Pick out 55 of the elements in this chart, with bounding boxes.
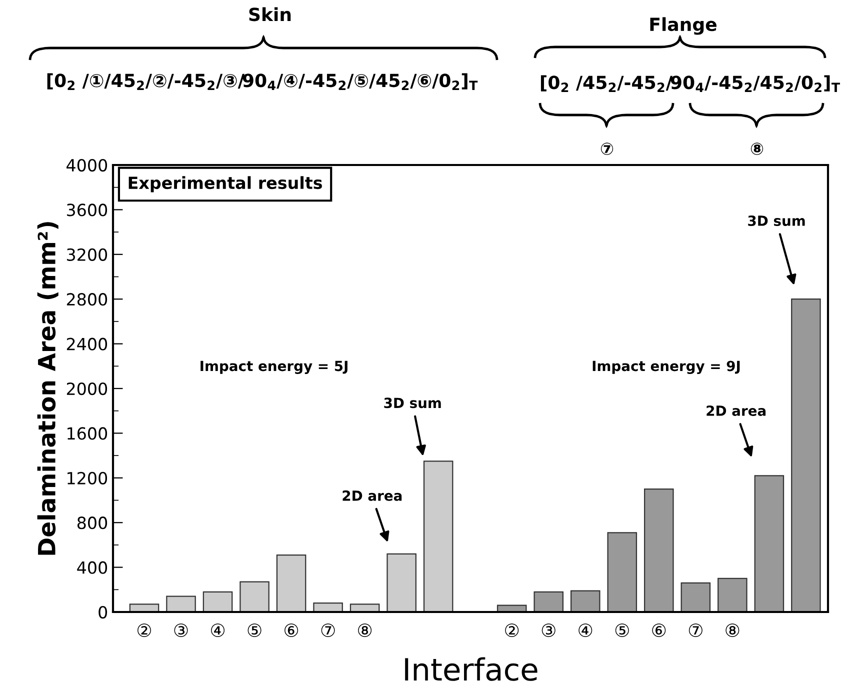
annotation: 2D area — [342, 490, 402, 501]
bar — [276, 554, 306, 612]
bar — [570, 590, 600, 612]
annotation: Impact energy = 5J — [200, 360, 348, 374]
x-tick-label: ③ — [174, 624, 188, 638]
y-tick-label: 1600 — [68, 427, 108, 440]
y-tick-label: 1200 — [68, 472, 108, 484]
bar — [202, 591, 233, 612]
x-tick-label: ⑧ — [358, 624, 372, 638]
x-tick-label: ⑤ — [615, 624, 629, 638]
x-tick-label: ⑥ — [652, 624, 666, 638]
bar — [166, 596, 196, 612]
bar — [680, 582, 711, 612]
bar — [423, 460, 454, 612]
annotation: 2D area — [706, 405, 766, 416]
text: ⑧ — [750, 142, 764, 155]
bar — [386, 553, 416, 612]
bar — [534, 591, 564, 612]
x-tick-label: ④ — [578, 624, 592, 638]
bar — [791, 298, 821, 612]
bar — [754, 475, 784, 612]
x-tick-label: ⑦ — [688, 624, 702, 638]
text: ⑦ — [600, 142, 614, 155]
x-tick-label: ⑦ — [321, 624, 335, 638]
annotation: Experimental results — [128, 176, 322, 192]
y-tick-label: 800 — [77, 516, 108, 530]
y-tick-label: 4000 — [66, 158, 108, 172]
y-axis-title: Delamination Area (mm²) — [37, 222, 58, 555]
x-tick-label: ④ — [211, 624, 225, 638]
text: [0$_{2}$ /45$_{2}$/-45$_{2}$/90$_{4}$/-45$_{2}$/45$_{2}$/0$_{2}$]$_{T}$ — [540, 75, 840, 92]
x-tick-label: ⑥ — [284, 624, 298, 638]
annotation: 3D sum — [748, 216, 805, 226]
text: Skin — [249, 7, 291, 22]
y-tick-label: 2800 — [66, 293, 108, 306]
x-tick-label: ② — [505, 624, 519, 638]
annotation: 3D sum — [384, 398, 441, 408]
y-tick-label: 3600 — [66, 204, 108, 216]
y-tick-label: 3200 — [66, 248, 108, 261]
bar — [644, 488, 674, 612]
x-tick-label: ② — [137, 624, 151, 638]
bar — [313, 602, 343, 612]
bar — [718, 578, 748, 612]
x-tick-label: ⑧ — [726, 624, 740, 638]
bar — [607, 532, 638, 612]
x-tick-label: ⑤ — [248, 624, 262, 638]
bar — [240, 581, 270, 612]
x-axis-title: Interface — [405, 657, 538, 681]
y-tick-label: 0 — [98, 606, 108, 619]
text: Flange — [650, 17, 716, 35]
text: [0$_{2}$ /①/45$_{2}$/②/-45$_{2}$/③/90$_{4}$/④/-45$_{2}$/⑤/45$_{2}$/⑥/0$_{2}$]$_{T}$ — [47, 73, 478, 90]
x-tick-label: ③ — [542, 624, 556, 638]
y-tick-label: 2400 — [66, 338, 108, 350]
y-tick-label: 400 — [77, 561, 108, 574]
y-tick-label: 2000 — [66, 382, 108, 396]
annotation: Impact energy = 9J — [592, 360, 740, 374]
